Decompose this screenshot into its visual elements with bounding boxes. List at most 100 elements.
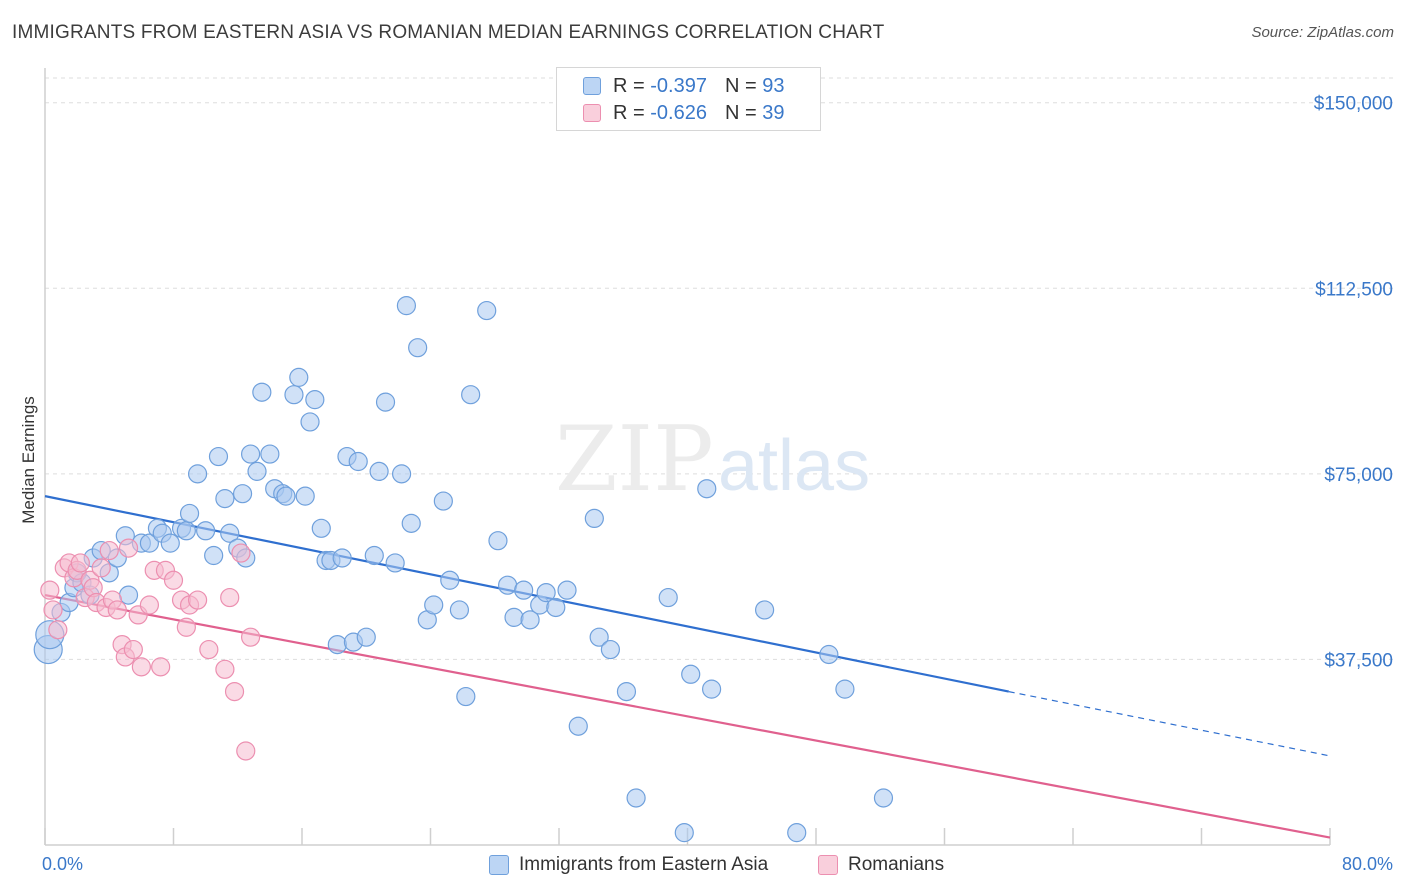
romanian-point [176,617,196,637]
eastern-asia-point [819,644,839,665]
bottom-legend-label: Romanians [848,854,945,875]
romanian-point [151,657,171,677]
romanian-point [70,553,90,573]
eastern-asia-point [284,385,304,405]
y-tick-label: $37,500 [1324,650,1393,671]
y-tick-label: $112,500 [1315,279,1393,300]
eastern-asia-point [408,338,428,358]
bottom-legend-swatch-blue [489,855,509,875]
legend-r-value: -0.397 [650,74,707,97]
watermark-zip: ZIP [555,407,714,512]
correlation-legend: R = -0.397 N = 93 R = -0.626 N = 39 [556,67,821,131]
eastern-asia-point [385,553,405,573]
eastern-asia-point [232,484,253,504]
eastern-asia-point [626,788,646,808]
eastern-asia-point [616,681,637,702]
legend-r-label: R = [613,101,651,124]
eastern-asia-point [787,823,807,843]
legend-row-eastern-asia: R = -0.397 N = 93 [583,73,784,99]
eastern-asia-point [488,531,508,551]
eastern-asia-point [461,385,481,405]
legend-row-romanians: R = -0.626 N = 39 [583,100,784,126]
legend-n-label: N = [724,101,763,124]
romanian-point [123,639,143,660]
bottom-legend-swatch-pink [818,855,838,875]
romanian-point [220,587,240,608]
eastern-asia-point [449,600,470,620]
eastern-asia-point [252,382,272,402]
romanian-point [187,590,208,610]
romanian-point [99,540,119,561]
romanian-trendline [44,594,1331,839]
eastern-asia-point [295,486,315,506]
romanian-point [231,543,251,563]
legend-n-label: N = [724,74,763,97]
romanian-point [43,600,63,620]
watermark: ZIP atlas [555,407,870,512]
eastern-asia-point [204,545,224,566]
eastern-asia-point [327,634,347,655]
eastern-asia-point [873,788,894,808]
romanian-point [236,741,256,761]
source-label: Source: ZipAtlas.com [1251,24,1394,41]
eastern-asia-point [433,491,453,511]
eastern-asia-point [364,545,384,566]
bottom-legend-label: Immigrants from Eastern Asia [519,854,769,875]
axes [44,68,1331,846]
eastern-asia-point [391,464,412,484]
romanian-point [199,639,219,660]
romanian-point [241,627,261,647]
y-axis-label: Median Earnings [19,396,38,524]
eastern-asia-point [546,597,566,618]
eastern-asia-point [701,679,722,699]
romanian-point [215,659,235,679]
eastern-asia-point [396,296,417,316]
legend-r-label: R = [613,74,651,97]
eastern-asia-point [369,461,389,481]
romanian-point [91,558,111,578]
chart-title: IMMIGRANTS FROM EASTERN ASIA VS ROMANIAN… [12,22,885,43]
eastern-asia-point [348,451,368,472]
romanian-point [224,681,245,702]
bottom-legend-eastern-asia: Immigrants from Eastern Asia [489,852,768,878]
eastern-asia-point [514,580,534,600]
eastern-asia-point [504,607,524,627]
eastern-asia-point [220,523,240,543]
eastern-asia-point [498,575,518,595]
eastern-asia-point [276,486,296,506]
eastern-asia-point [375,392,396,412]
eastern-asia-point [179,503,200,524]
x-tick-label-min: 0.0% [42,854,83,874]
y-tick-label: $150,000 [1314,94,1393,115]
eastern-asia-point [196,521,216,541]
legend-swatch-blue [583,77,601,95]
eastern-asia-point [311,518,331,538]
eastern-asia-point [568,716,588,736]
watermark-atlas: atlas [718,426,870,506]
eastern-asia-point [754,600,775,620]
y-tick-label: $75,000 [1324,465,1393,486]
legend-n-value: 93 [762,74,785,97]
eastern-asia-point [424,595,444,615]
eastern-asia-point [658,587,678,608]
eastern-asia-point [187,464,208,484]
eastern-asia-point [247,461,267,481]
eastern-asia-point [260,444,280,464]
x-tick-labels: 0.0% 80.0% [42,854,1393,874]
eastern-asia-point [674,823,694,843]
eastern-asia-point [139,533,160,553]
eastern-asia-point [401,513,421,533]
data-points [33,296,894,843]
eastern-asia-point [118,585,139,605]
legend-swatch-pink [583,104,601,122]
bottom-legend-romanians: Romanians [818,852,944,878]
legend-r-value: -0.626 [650,101,707,124]
eastern-asia-point [332,548,352,568]
romanian-point [48,620,68,640]
eastern-asia-trendline-extension [1008,691,1331,757]
eastern-asia-point [600,639,621,660]
gridlines [45,77,1395,660]
eastern-asia-point [477,300,497,321]
eastern-asia-point [557,580,577,600]
